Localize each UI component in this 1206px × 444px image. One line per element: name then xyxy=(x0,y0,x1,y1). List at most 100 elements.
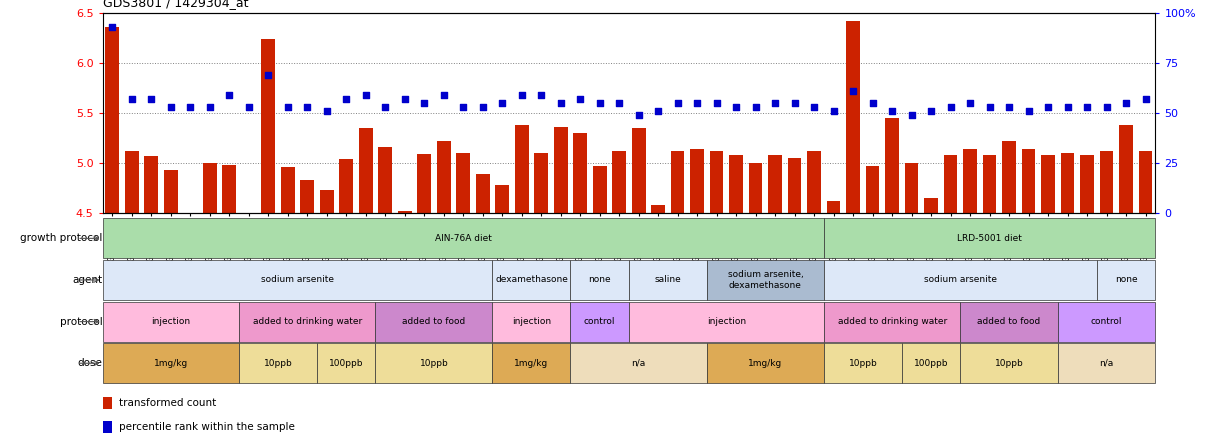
Point xyxy=(941,104,960,111)
Bar xyxy=(554,127,568,213)
Bar xyxy=(1058,301,1155,341)
Point xyxy=(960,100,979,107)
Bar xyxy=(262,40,275,213)
Bar xyxy=(103,421,112,433)
Bar xyxy=(902,343,960,383)
Bar xyxy=(105,28,119,213)
Text: GDS3801 / 1429304_at: GDS3801 / 1429304_at xyxy=(103,0,248,9)
Bar xyxy=(281,167,294,213)
Point xyxy=(513,92,532,99)
Bar xyxy=(103,218,824,258)
Text: none: none xyxy=(589,275,611,285)
Text: 10ppb: 10ppb xyxy=(420,359,449,368)
Bar xyxy=(456,153,470,213)
Bar xyxy=(1002,141,1015,213)
Point xyxy=(473,104,492,111)
Bar xyxy=(960,343,1058,383)
Bar xyxy=(570,343,707,383)
Point xyxy=(747,104,766,111)
Bar xyxy=(375,301,492,341)
Point xyxy=(200,104,219,111)
Bar xyxy=(630,301,824,341)
Point xyxy=(258,72,277,79)
Text: n/a: n/a xyxy=(1100,359,1113,368)
Point xyxy=(298,104,317,111)
Point xyxy=(453,104,473,111)
Bar xyxy=(359,128,373,213)
Bar xyxy=(768,155,781,213)
Point xyxy=(219,92,239,99)
Text: dose: dose xyxy=(77,358,103,368)
Bar xyxy=(866,166,879,213)
Text: injection: injection xyxy=(707,317,747,326)
Bar xyxy=(320,190,334,213)
Bar xyxy=(827,201,841,213)
Bar xyxy=(476,174,490,213)
Bar xyxy=(964,149,977,213)
Bar xyxy=(496,185,509,213)
Bar xyxy=(847,21,860,213)
Bar xyxy=(632,128,645,213)
Point xyxy=(532,92,551,99)
Bar xyxy=(1081,155,1094,213)
Text: injection: injection xyxy=(151,317,191,326)
Bar xyxy=(437,141,451,213)
Text: 100ppb: 100ppb xyxy=(914,359,948,368)
Bar xyxy=(924,198,938,213)
Point xyxy=(804,104,824,111)
Point xyxy=(1000,104,1019,111)
Point xyxy=(766,100,785,107)
Point xyxy=(570,96,590,103)
Bar xyxy=(379,147,392,213)
Point xyxy=(883,108,902,115)
Bar xyxy=(707,343,824,383)
Point xyxy=(1019,108,1038,115)
Text: added to drinking water: added to drinking water xyxy=(252,317,362,326)
Text: control: control xyxy=(1091,317,1123,326)
Text: percentile rank within the sample: percentile rank within the sample xyxy=(119,422,295,432)
Text: 1mg/kg: 1mg/kg xyxy=(153,359,188,368)
Point xyxy=(122,96,141,103)
Bar xyxy=(515,125,528,213)
Point xyxy=(415,100,434,107)
Point xyxy=(649,108,668,115)
Point xyxy=(824,108,843,115)
Text: 100ppb: 100ppb xyxy=(329,359,363,368)
Bar xyxy=(103,301,239,341)
Point xyxy=(668,100,687,107)
Text: transformed count: transformed count xyxy=(119,398,217,408)
Text: control: control xyxy=(584,317,615,326)
Bar xyxy=(300,180,314,213)
Point xyxy=(1077,104,1096,111)
Text: agent: agent xyxy=(72,275,103,285)
Text: 1mg/kg: 1mg/kg xyxy=(748,359,783,368)
Bar xyxy=(1097,260,1155,300)
Point xyxy=(1097,104,1117,111)
Bar xyxy=(183,213,197,215)
Point xyxy=(687,100,707,107)
Bar xyxy=(710,151,724,213)
Bar xyxy=(983,155,996,213)
Bar xyxy=(570,260,630,300)
Bar xyxy=(824,343,902,383)
Bar xyxy=(492,301,570,341)
Text: sodium arsenite,
dexamethasone: sodium arsenite, dexamethasone xyxy=(727,270,803,289)
Bar xyxy=(239,343,317,383)
Bar xyxy=(492,260,570,300)
Text: added to drinking water: added to drinking water xyxy=(837,317,947,326)
Bar xyxy=(570,301,630,341)
Bar xyxy=(749,163,762,213)
Bar xyxy=(242,213,256,218)
Text: LRD-5001 diet: LRD-5001 diet xyxy=(958,234,1021,243)
Bar xyxy=(671,151,685,213)
Point xyxy=(181,104,200,111)
Point xyxy=(336,96,356,103)
Point xyxy=(902,112,921,119)
Point xyxy=(726,104,745,111)
Bar xyxy=(824,301,960,341)
Bar xyxy=(103,397,112,409)
Bar xyxy=(904,163,919,213)
Bar xyxy=(707,260,824,300)
Point xyxy=(141,96,160,103)
Text: AIN-76A diet: AIN-76A diet xyxy=(435,234,492,243)
